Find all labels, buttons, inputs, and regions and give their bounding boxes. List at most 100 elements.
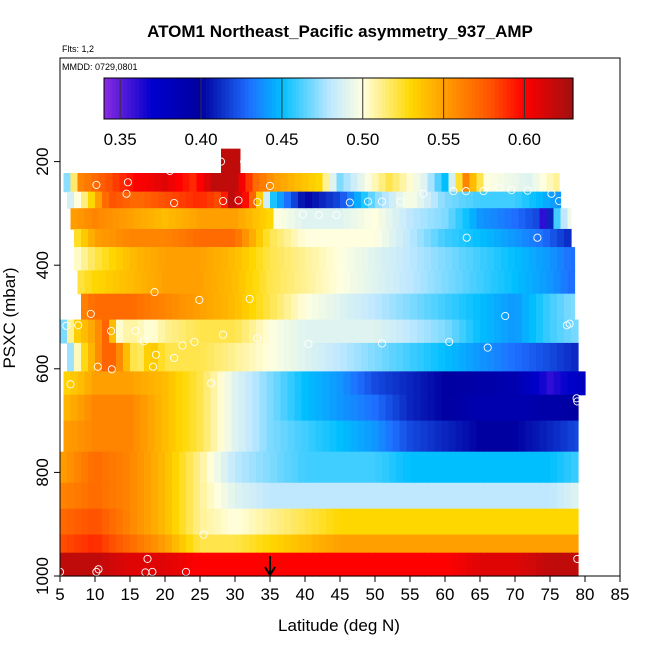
heatmap-cell bbox=[350, 208, 359, 230]
heatmap-cell bbox=[550, 552, 558, 577]
heatmap-cell bbox=[501, 319, 509, 344]
heatmap-cell bbox=[515, 482, 523, 510]
heatmap-cell bbox=[480, 534, 488, 554]
heatmap-cell bbox=[441, 394, 450, 422]
heatmap-cell bbox=[396, 228, 404, 248]
colorbar-segment bbox=[530, 78, 535, 119]
heatmap-cell bbox=[298, 508, 306, 536]
heatmap-cell bbox=[88, 247, 96, 271]
heatmap-cell bbox=[389, 228, 397, 248]
colorbar-segment bbox=[252, 78, 258, 119]
heatmap-cell bbox=[452, 293, 460, 321]
heatmap-cell bbox=[235, 319, 243, 344]
heatmap-cell bbox=[564, 534, 572, 554]
heatmap-cell bbox=[557, 534, 565, 554]
heatmap-cell bbox=[347, 451, 355, 484]
heatmap-cell bbox=[109, 247, 117, 271]
heatmap-cell bbox=[403, 451, 411, 484]
heatmap-cell bbox=[207, 228, 215, 248]
colorbar-segment bbox=[178, 78, 183, 119]
heatmap-cell bbox=[480, 247, 488, 271]
heatmap-cell bbox=[420, 270, 429, 295]
heatmap-cell bbox=[277, 293, 285, 321]
heatmap-cell bbox=[382, 293, 390, 321]
heatmap-cell bbox=[340, 342, 348, 372]
heatmap-cell bbox=[336, 420, 345, 453]
observation-point bbox=[494, 183, 503, 192]
colorbar-segment bbox=[143, 78, 148, 119]
heatmap-cell bbox=[88, 552, 96, 577]
heatmap-cell bbox=[109, 342, 117, 372]
heatmap-cell bbox=[326, 534, 334, 554]
heatmap-cell bbox=[200, 552, 208, 577]
heatmap-cell bbox=[473, 508, 481, 536]
heatmap-cell bbox=[466, 508, 474, 536]
colorbar: 0.35 0.40 0.45 0.50 0.55 0.60 bbox=[103, 77, 574, 149]
heatmap-cell bbox=[214, 342, 222, 372]
heatmap-cell bbox=[81, 482, 89, 510]
heatmap-cell bbox=[511, 270, 520, 295]
heatmap-cell bbox=[438, 534, 446, 554]
colorbar-segment bbox=[346, 78, 351, 119]
heatmap-cell bbox=[529, 293, 537, 321]
chart-title: ATOM1 Northeast_Pacific asymmetry_937_AM… bbox=[147, 22, 533, 41]
heatmap-cell bbox=[242, 534, 250, 554]
heatmap-cell bbox=[340, 482, 348, 510]
heatmap-cell bbox=[329, 371, 338, 396]
heatmap-cell bbox=[350, 394, 359, 422]
heatmap-cell bbox=[95, 247, 103, 271]
heatmap-cell bbox=[560, 208, 569, 230]
heatmap-cell bbox=[123, 191, 131, 209]
heatmap-cell bbox=[557, 552, 565, 577]
colorbar-segment bbox=[236, 78, 242, 119]
colorbar-segment bbox=[248, 78, 254, 119]
heatmap-cell bbox=[473, 191, 481, 209]
heatmap-cell bbox=[399, 270, 408, 295]
heatmap-cell bbox=[151, 534, 159, 554]
heatmap-cell bbox=[217, 173, 226, 193]
heatmap-cell bbox=[340, 508, 348, 536]
heatmap-cell bbox=[364, 173, 373, 193]
heatmap-cell bbox=[186, 247, 194, 271]
heatmap-cell bbox=[347, 247, 355, 271]
heatmap-cell bbox=[511, 208, 520, 230]
heatmap-cell bbox=[116, 293, 124, 321]
heatmap-cell bbox=[88, 228, 96, 248]
heatmap-cell bbox=[494, 451, 502, 484]
heatmap-cell bbox=[508, 228, 516, 248]
heatmap-cell bbox=[508, 508, 516, 536]
heatmap-cell bbox=[550, 228, 558, 248]
heatmap-cell bbox=[214, 534, 222, 554]
heatmap-cell bbox=[305, 451, 313, 484]
x-tick-label: 70 bbox=[506, 585, 525, 604]
heatmap-cell bbox=[522, 534, 530, 554]
heatmap-cell bbox=[455, 420, 464, 453]
heatmap-cell bbox=[466, 451, 474, 484]
colorbar-segment bbox=[264, 78, 269, 119]
heatmap-cell bbox=[539, 394, 548, 422]
heatmap-cell bbox=[522, 319, 530, 344]
heatmap-cell bbox=[382, 247, 390, 271]
heatmap-cell bbox=[480, 508, 488, 536]
observation-point bbox=[523, 186, 532, 195]
heatmap-cell bbox=[196, 420, 205, 453]
heatmap-cell bbox=[511, 371, 520, 396]
heatmap-cell bbox=[445, 482, 453, 510]
heatmap-cell bbox=[406, 371, 415, 396]
heatmap-cell bbox=[242, 342, 250, 372]
heatmap-cell bbox=[494, 342, 502, 372]
heatmap-cell bbox=[427, 371, 436, 396]
heatmap-cell bbox=[158, 228, 166, 248]
colorbar-segment bbox=[350, 78, 355, 119]
heatmap-cell bbox=[543, 534, 551, 554]
observation-point bbox=[92, 180, 101, 189]
heatmap-cell bbox=[553, 270, 562, 295]
heatmap-cell bbox=[210, 173, 219, 193]
heatmap-cell bbox=[175, 420, 184, 453]
colorbar-segment bbox=[318, 78, 324, 119]
heatmap-cell bbox=[154, 371, 163, 396]
heatmap-cell bbox=[515, 342, 523, 372]
heatmap-cell bbox=[301, 371, 310, 396]
heatmap-cell bbox=[403, 247, 411, 271]
heatmap-cell bbox=[270, 228, 278, 248]
